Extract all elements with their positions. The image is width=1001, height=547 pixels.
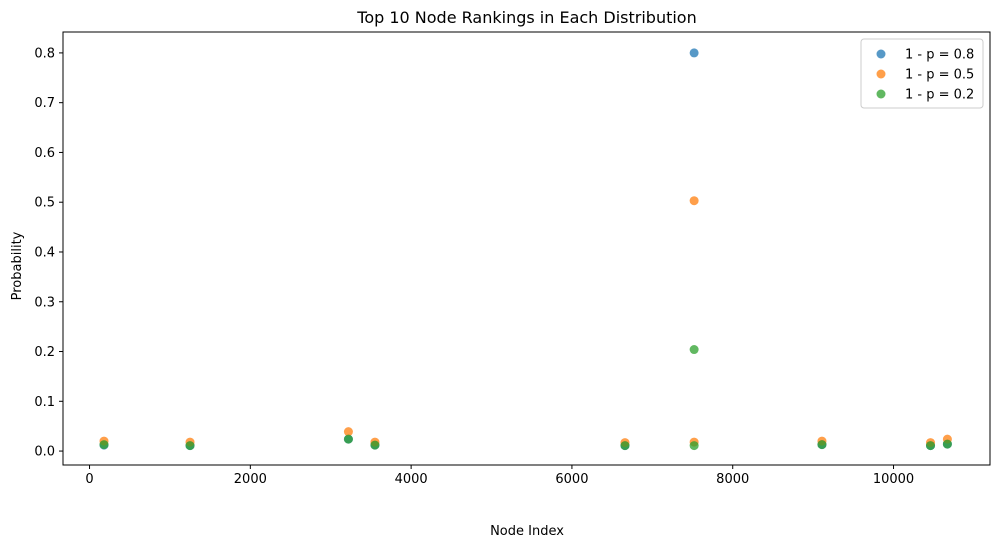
y-tick-label: 0.6 bbox=[34, 146, 55, 161]
point-series-3 bbox=[370, 440, 380, 450]
legend: 1 - p = 0.8 1 - p = 0.5 1 - p = 0.2 bbox=[860, 38, 984, 109]
point-series-1 bbox=[689, 48, 699, 58]
y-tick-label: 0.8 bbox=[34, 46, 55, 61]
y-tick-label: 0.1 bbox=[34, 395, 55, 410]
legend-frame bbox=[860, 38, 984, 109]
legend-label: 1 - p = 0.2 bbox=[905, 88, 974, 103]
x-tick-label: 0 bbox=[85, 472, 93, 487]
point-series-2 bbox=[343, 427, 353, 437]
point-series-3 bbox=[817, 440, 827, 450]
y-tick-label: 0.5 bbox=[34, 196, 55, 211]
x-tick-label: 2000 bbox=[234, 472, 267, 487]
point-series-3 bbox=[926, 441, 936, 451]
point-series-3 bbox=[689, 345, 699, 355]
legend-label: 1 - p = 0.5 bbox=[905, 68, 974, 83]
legend-marker bbox=[876, 69, 886, 79]
x-tick-label: 6000 bbox=[555, 472, 588, 487]
legend-marker bbox=[876, 89, 886, 99]
y-tick-label: 0.4 bbox=[34, 245, 55, 260]
point-series-3 bbox=[689, 441, 699, 451]
point-series-3 bbox=[99, 440, 109, 450]
legend-marker bbox=[876, 49, 886, 59]
y-tick-label: 0.2 bbox=[34, 345, 55, 360]
point-series-3 bbox=[343, 434, 353, 444]
y-axis-ticks: 0.0 0.1 0.2 0.3 0.4 0.5 0.6 0.7 0.8 bbox=[34, 46, 63, 460]
legend-label: 1 - p = 0.8 bbox=[905, 48, 974, 63]
y-tick-label: 0.3 bbox=[34, 295, 55, 310]
x-axis-ticks: 0 2000 4000 6000 8000 10000 bbox=[85, 465, 914, 487]
x-tick-label: 4000 bbox=[395, 472, 428, 487]
x-tick-label: 10000 bbox=[873, 472, 914, 487]
x-axis-label: Node Index bbox=[490, 524, 564, 539]
plot-frame bbox=[62, 31, 991, 466]
y-tick-label: 0.7 bbox=[34, 96, 55, 111]
chart-title: Top 10 Node Rankings in Each Distributio… bbox=[356, 8, 696, 27]
point-series-3 bbox=[620, 441, 630, 451]
y-axis-label: Probability bbox=[10, 231, 25, 300]
point-series-3 bbox=[185, 441, 195, 451]
points-layer bbox=[99, 48, 952, 451]
point-series-2 bbox=[689, 196, 699, 206]
x-tick-label: 8000 bbox=[716, 472, 749, 487]
y-tick-label: 0.0 bbox=[34, 445, 55, 460]
point-series-3 bbox=[942, 439, 952, 449]
